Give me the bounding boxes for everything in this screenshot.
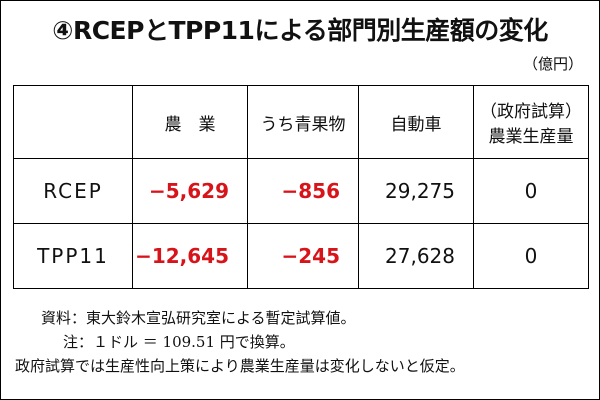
header-cell: （政府試算） 農業生産量 — [473, 85, 589, 159]
header-line: （政府試算） — [480, 102, 582, 122]
unit: （億円） — [522, 55, 583, 73]
table: 農 業 うち青果物 自動車 （政府試算） 農業生産量 RCEP −5,629 −… — [13, 85, 589, 289]
header-line: 農業生産量 — [488, 127, 574, 147]
cell: 29,275 — [358, 158, 474, 224]
cell: −856 — [247, 158, 359, 224]
row: TPP11 −12,645 −245 27,628 0 — [13, 223, 589, 289]
cell: 0 — [473, 223, 589, 289]
cell: −12,645 — [132, 223, 248, 289]
header-cell: 自動車 — [358, 85, 474, 159]
header-cell: 農 業 — [132, 85, 248, 159]
header-cell: うち青果物 — [247, 85, 359, 159]
header-cell — [13, 85, 133, 159]
note: 注：１ドル ＝ 109.51 円で換算。 — [63, 333, 295, 351]
row-label: TPP11 — [13, 223, 133, 289]
cell: 27,628 — [358, 223, 474, 289]
cell: −5,629 — [132, 158, 248, 224]
cell: −245 — [247, 223, 359, 289]
notes: 資料：東大鈴木宣弘研究室による暫定試算値。 注：１ドル ＝ 109.51 円で換… — [1, 306, 599, 378]
note: 政府試算では生産性向上策により農業生産量は変化しないと仮定。 — [15, 357, 465, 375]
row: RCEP −5,629 −856 29,275 0 — [13, 158, 589, 224]
note: 資料：東大鈴木宣弘研究室による暫定試算値。 — [41, 309, 356, 327]
cell: 0 — [473, 158, 589, 224]
row-label: RCEP — [13, 158, 133, 224]
header-row: 農 業 うち青果物 自動車 （政府試算） 農業生産量 — [13, 85, 589, 159]
title: ④RCEPとTPP11による部門別生産額の変化 — [52, 16, 548, 45]
